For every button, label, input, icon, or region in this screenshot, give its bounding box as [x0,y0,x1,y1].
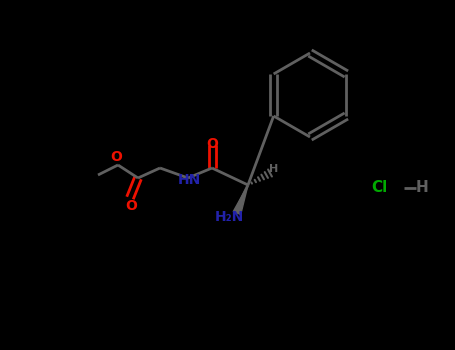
Text: Cl: Cl [372,181,388,196]
Text: O: O [125,199,137,213]
Text: O: O [110,150,122,164]
Text: HN: HN [177,173,201,187]
Text: O: O [206,137,218,151]
Polygon shape [233,185,248,215]
Text: H: H [269,164,278,174]
Text: H₂N: H₂N [214,210,243,224]
Text: H: H [415,181,428,196]
